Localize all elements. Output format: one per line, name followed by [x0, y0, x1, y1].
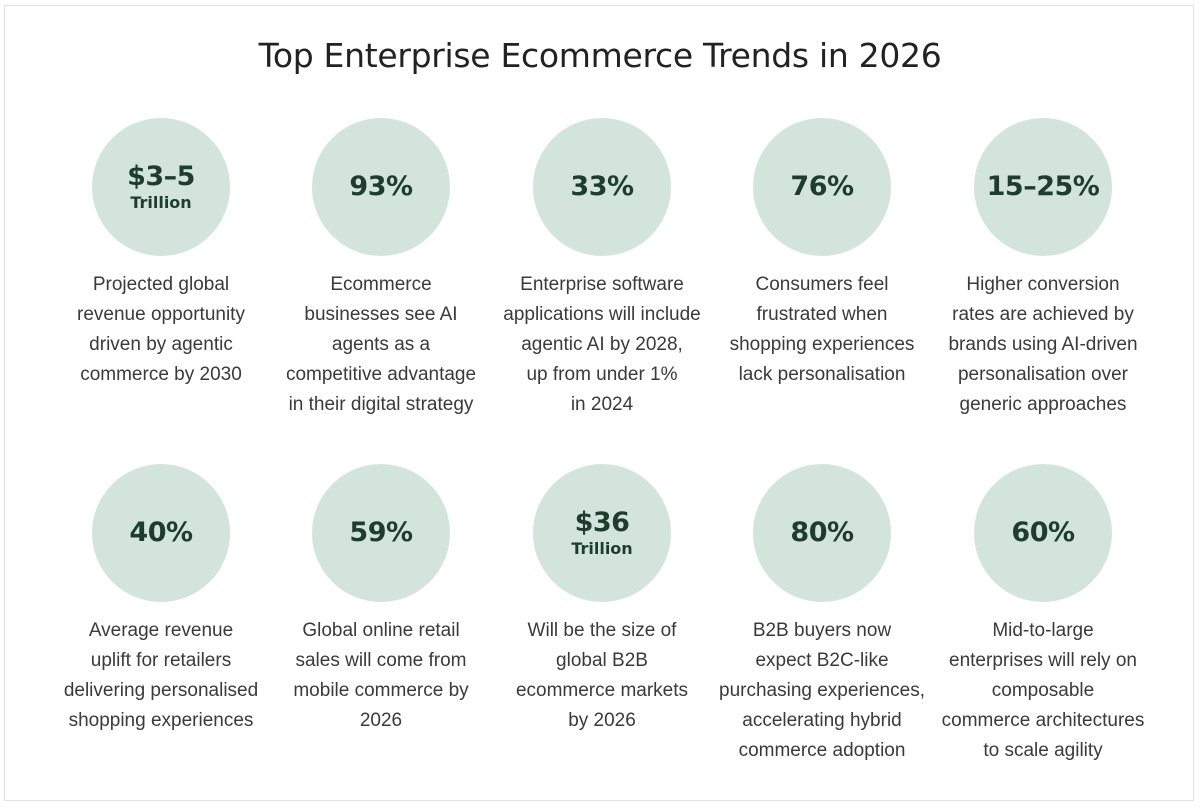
- stat-description: Will be the size of global B2B ecommerce…: [515, 620, 689, 731]
- stat-value: 33%: [570, 171, 634, 202]
- page-title: Top Enterprise Ecommerce Trends in 2026: [258, 36, 942, 75]
- stat-value: 15–25%: [986, 171, 1100, 202]
- stat-circle: 80%: [753, 464, 891, 602]
- stat-value: 60%: [1011, 517, 1075, 548]
- stat-circle: 59%: [312, 464, 450, 602]
- stat-description: Mid-to-large enterprises will rely on co…: [941, 620, 1145, 761]
- stat-description: Consumers feel frustrated when shopping …: [729, 274, 915, 385]
- stat-description: Average revenue uplift for retailers del…: [63, 620, 259, 731]
- stat-value: 40%: [129, 517, 193, 548]
- stat-circle: 93%: [312, 118, 450, 256]
- stat-value: $3–5: [127, 160, 195, 192]
- stat-circle: 60%: [974, 464, 1112, 602]
- stat-unit: Trillion: [571, 538, 633, 558]
- stat-value: 59%: [349, 517, 413, 548]
- stat-value: 80%: [790, 517, 854, 548]
- stat-description: B2B buyers now expect B2C-like purchasin…: [719, 620, 925, 761]
- stat-circle: 33%: [533, 118, 671, 256]
- stat-description: Enterprise software applications will in…: [503, 274, 701, 415]
- stat-value: 76%: [790, 171, 854, 202]
- stat-description: Higher conversion rates are achieved by …: [948, 274, 1138, 415]
- stat-unit: Trillion: [130, 192, 192, 212]
- stat-circle: 40%: [92, 464, 230, 602]
- stat-circle: 76%: [753, 118, 891, 256]
- stat-value: 93%: [349, 171, 413, 202]
- stat-circle: $36 Trillion: [533, 464, 671, 602]
- stat-value: $36: [574, 506, 630, 538]
- stat-description: Global online retail sales will come fro…: [293, 620, 469, 731]
- stat-description: Projected global revenue opportunity dri…: [77, 274, 245, 385]
- stat-description: Ecommerce businesses see AI agents as a …: [285, 274, 477, 415]
- stat-circle: $3–5 Trillion: [92, 118, 230, 256]
- stat-circle: 15–25%: [974, 118, 1112, 256]
